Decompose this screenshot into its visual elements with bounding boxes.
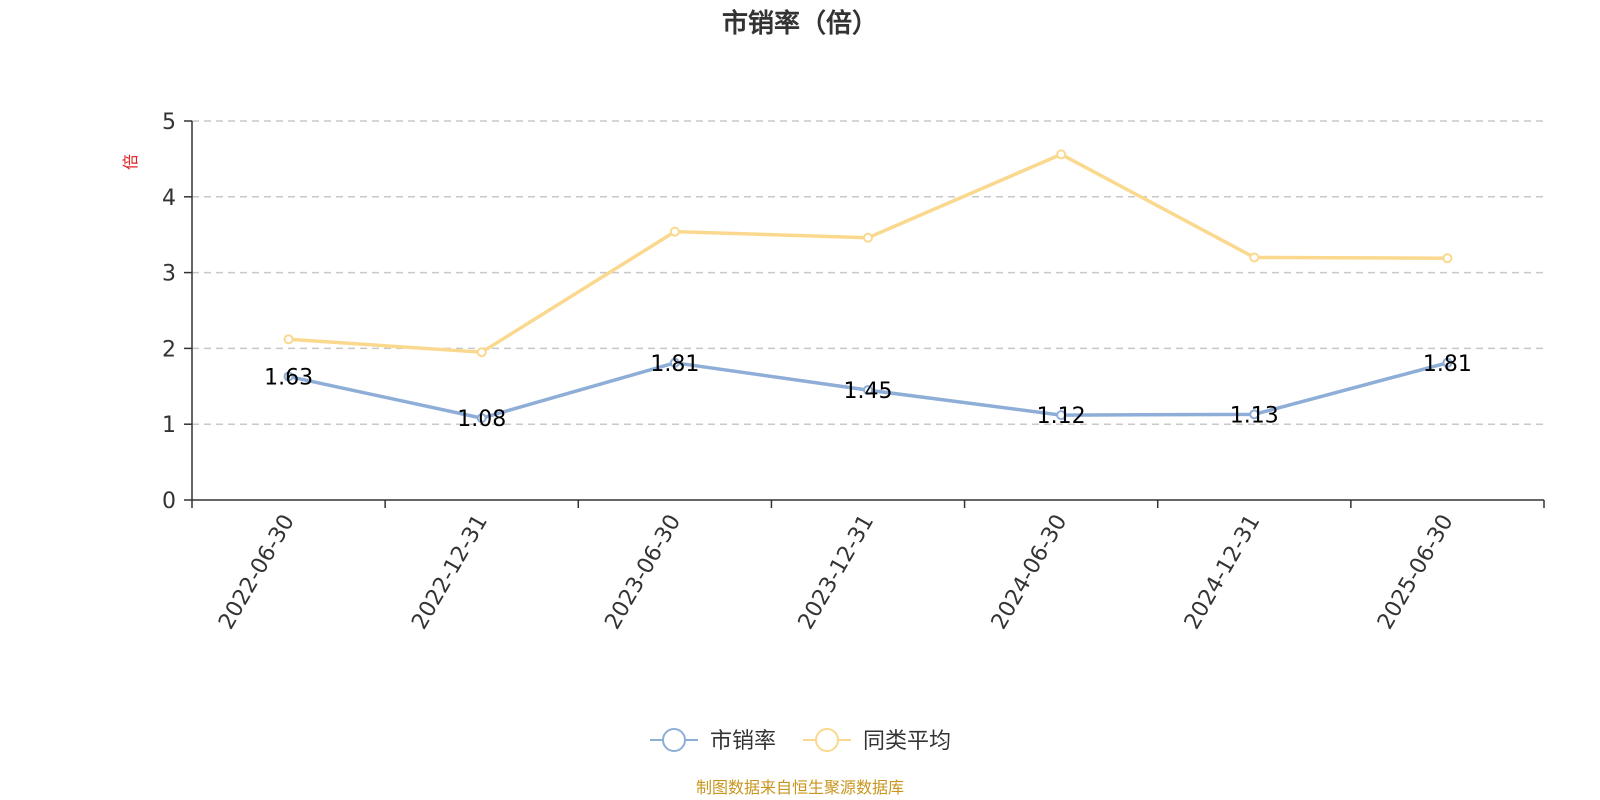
legend-item-0[interactable]: 市销率 <box>650 728 776 754</box>
data-label: 1.13 <box>1230 403 1279 428</box>
series-0-point <box>1249 409 1260 420</box>
series-line-1 <box>288 152 1448 354</box>
legend: 市销率 同类平均 <box>650 728 951 754</box>
data-label: 1.45 <box>844 379 893 404</box>
x-tick-label: 2025-06-30 <box>1373 511 1459 634</box>
series-0-point <box>1442 357 1453 368</box>
data-label: 1.81 <box>1423 352 1472 377</box>
legend-item-1[interactable]: 同类平均 <box>803 728 951 754</box>
data-label: 1.08 <box>457 407 506 432</box>
series-1-point <box>669 226 680 237</box>
series-1-point <box>1056 149 1067 160</box>
legend-swatch-marker <box>815 728 839 752</box>
legend-swatch-marker <box>662 728 686 752</box>
series-0-point <box>1056 410 1067 421</box>
x-tick-label: 2024-06-30 <box>987 511 1073 634</box>
x-tick-label: 2023-12-31 <box>794 511 880 634</box>
series-1-point <box>863 232 873 243</box>
source-note: 制图数据来自恒生聚源数据库 <box>696 778 904 797</box>
series-lines <box>283 149 1453 424</box>
gridlines <box>192 120 1544 425</box>
x-tick-label: 2023-06-30 <box>600 511 686 634</box>
y-tick-label: 4 <box>162 186 176 211</box>
series-1-point <box>1249 252 1260 263</box>
series-0-point <box>283 371 294 382</box>
y-tick-label: 2 <box>162 337 176 362</box>
y-tick-label: 5 <box>162 110 176 135</box>
data-label: 1.63 <box>264 365 313 390</box>
series-1-point <box>476 347 487 358</box>
legend-label: 市销率 <box>710 729 776 754</box>
data-labels: 1.63 1.08 1.81 1.45 1.12 1.13 1.81 <box>264 352 1472 432</box>
y-axis-label: 倍 <box>121 154 140 170</box>
chart-title: 市销率（倍） <box>722 8 878 39</box>
x-tick-label: 2024-12-31 <box>1180 511 1266 634</box>
data-label: 1.12 <box>1037 404 1086 429</box>
series-0-point <box>476 413 487 424</box>
legend-label: 同类平均 <box>863 729 951 754</box>
y-tick-label: 3 <box>162 262 176 287</box>
series-1-point <box>1442 253 1453 264</box>
axes: 0 1 2 3 4 5 2022-06-30 2022-12-31 2023-06-30 2023… <box>162 110 1545 634</box>
y-tick-label: 0 <box>162 489 176 514</box>
data-label: 1.81 <box>650 352 699 377</box>
series-0-point <box>863 385 873 396</box>
x-tick-label: 2022-06-30 <box>214 511 300 634</box>
x-tick-label: 2022-12-31 <box>407 511 493 634</box>
y-tick-label: 1 <box>162 413 176 438</box>
series-0-point <box>669 357 680 368</box>
series-1-point <box>283 334 294 345</box>
